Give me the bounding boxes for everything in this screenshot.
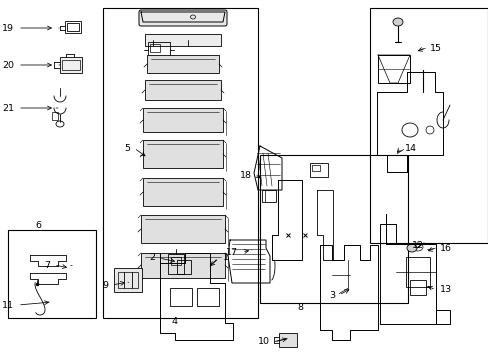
Text: 18: 18 [240, 171, 251, 180]
Bar [170, 288, 192, 306]
Text: 14: 14 [404, 144, 416, 153]
Text: 1: 1 [223, 253, 228, 262]
Bar [141, 215, 224, 243]
Bar [405, 257, 429, 287]
Bar [142, 140, 223, 168]
Bar [103, 8, 258, 318]
Bar [62, 60, 80, 70]
Bar [60, 57, 82, 73]
Bar [52, 112, 58, 120]
Text: 12: 12 [411, 240, 423, 249]
Bar [377, 55, 409, 83]
Text: 10: 10 [258, 338, 269, 346]
Bar [114, 268, 142, 292]
Bar [65, 21, 81, 33]
Bar [309, 163, 327, 177]
Text: 21: 21 [2, 104, 14, 113]
Bar [148, 42, 170, 60]
Text: 16: 16 [439, 243, 451, 252]
Bar [311, 165, 319, 171]
Text: 5: 5 [124, 144, 130, 153]
Text: 2: 2 [149, 253, 155, 262]
Text: 9: 9 [102, 280, 108, 289]
Bar [409, 280, 425, 295]
Text: 15: 15 [429, 44, 441, 53]
Bar [67, 23, 79, 31]
Bar [177, 260, 191, 274]
FancyBboxPatch shape [139, 10, 226, 26]
Bar [147, 55, 219, 73]
Bar [118, 272, 138, 288]
Text: 17: 17 [225, 248, 238, 257]
Bar [150, 44, 160, 52]
Text: 4: 4 [172, 318, 178, 327]
Bar [197, 288, 219, 306]
Bar [145, 34, 221, 46]
Bar [279, 333, 296, 347]
Bar [171, 257, 181, 265]
Text: 20: 20 [2, 60, 14, 69]
Bar [262, 190, 275, 202]
Bar [260, 155, 407, 303]
Text: 6: 6 [35, 220, 41, 230]
Ellipse shape [406, 244, 416, 252]
Bar [168, 254, 183, 274]
Bar [142, 178, 223, 206]
Bar [8, 230, 96, 318]
Text: 7: 7 [44, 261, 50, 270]
Bar [141, 253, 224, 278]
Text: 8: 8 [296, 303, 303, 312]
Text: 3: 3 [328, 291, 334, 300]
Bar [142, 108, 223, 132]
Text: 11: 11 [2, 301, 14, 310]
Bar [369, 8, 487, 243]
Ellipse shape [392, 18, 402, 26]
Text: 13: 13 [439, 285, 451, 294]
Bar [145, 80, 221, 100]
Text: 19: 19 [2, 23, 14, 32]
